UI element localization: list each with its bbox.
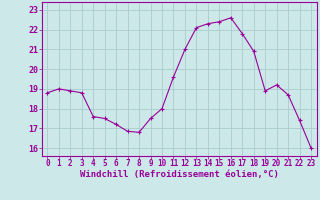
X-axis label: Windchill (Refroidissement éolien,°C): Windchill (Refroidissement éolien,°C) (80, 170, 279, 179)
